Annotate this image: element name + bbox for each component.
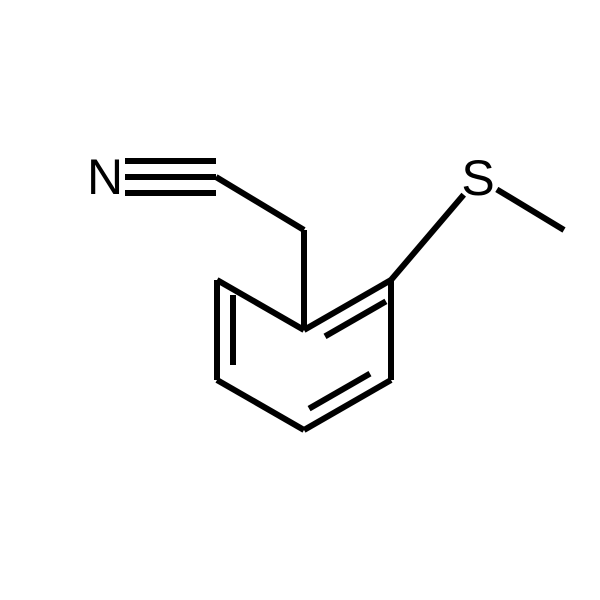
- molecule-diagram: NS: [0, 0, 600, 600]
- atom-label-s: S: [461, 150, 494, 206]
- atom-label-n: N: [87, 149, 123, 205]
